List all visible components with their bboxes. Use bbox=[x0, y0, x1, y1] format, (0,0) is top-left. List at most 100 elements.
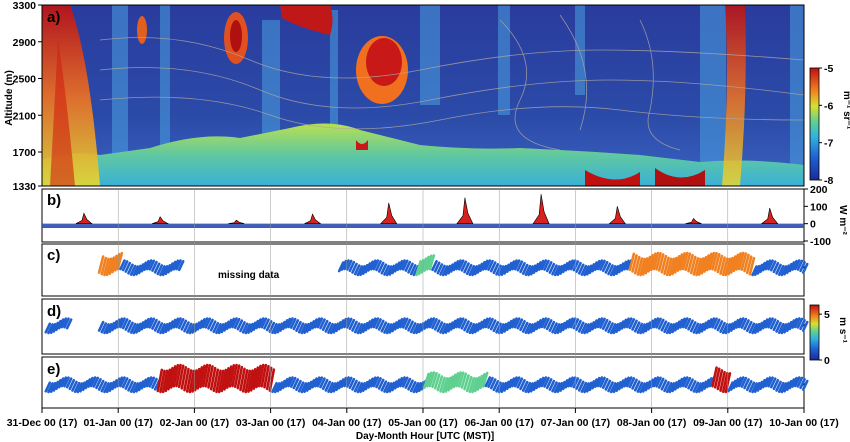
wind-barb bbox=[721, 322, 729, 335]
wind-barb bbox=[79, 381, 86, 393]
wind-barb bbox=[689, 255, 697, 275]
wind-barb bbox=[623, 259, 630, 271]
wind-barb bbox=[188, 323, 196, 335]
wind-barb bbox=[412, 382, 420, 394]
wind-barb bbox=[444, 322, 452, 334]
wind-barb bbox=[668, 382, 676, 394]
day-gridlines bbox=[117, 189, 729, 408]
wind-barb bbox=[655, 376, 662, 388]
wind-barb bbox=[111, 320, 118, 332]
wind-barb bbox=[97, 320, 105, 332]
wind-barb bbox=[105, 257, 113, 277]
wind-barb bbox=[233, 317, 241, 329]
wind-barb bbox=[660, 379, 668, 391]
colorbar-a-ticks: -5 -6 -7 -8 bbox=[819, 63, 833, 187]
wind-barb bbox=[580, 381, 588, 393]
wind-barb bbox=[463, 374, 470, 391]
wind-barb bbox=[756, 321, 764, 333]
wind-barb bbox=[788, 378, 796, 390]
wind-barb bbox=[617, 379, 625, 391]
wind-barb bbox=[679, 252, 686, 271]
wind-barb bbox=[279, 320, 286, 332]
wind-barb bbox=[679, 317, 686, 329]
wind-barb bbox=[372, 317, 380, 329]
y-tick-label: -100 bbox=[810, 236, 831, 248]
panel-a-yticks: 3300 2900 2500 2100 1700 1330 bbox=[13, 0, 42, 193]
wind-barb bbox=[236, 319, 244, 331]
wind-barb bbox=[732, 253, 740, 273]
wind-barb bbox=[49, 381, 57, 393]
wind-barb bbox=[148, 376, 156, 388]
wind-barb bbox=[673, 379, 681, 391]
wind-barb bbox=[175, 259, 182, 271]
wind-barb bbox=[705, 377, 713, 389]
wind-barb bbox=[684, 317, 692, 330]
wind-barb bbox=[607, 322, 614, 334]
wind-barb bbox=[129, 381, 137, 393]
wind-barb bbox=[201, 363, 209, 388]
wind-barb bbox=[687, 319, 694, 331]
wind-barb bbox=[439, 264, 446, 276]
wind-barb bbox=[713, 253, 721, 272]
wind-barb bbox=[129, 322, 137, 334]
wind-barb bbox=[276, 381, 284, 393]
wind-barb bbox=[172, 363, 180, 388]
wind-barb bbox=[471, 265, 478, 277]
panel-e: e) bbox=[41, 356, 809, 409]
wind-barb bbox=[196, 319, 204, 331]
wind-barb bbox=[287, 376, 294, 388]
wind-barb bbox=[617, 262, 625, 274]
wind-barb bbox=[369, 317, 377, 329]
wind-barb bbox=[591, 378, 598, 390]
wind-barb bbox=[740, 252, 748, 271]
wind-barb bbox=[508, 260, 516, 272]
wind-barb bbox=[159, 369, 166, 394]
x-tick-label: 07-Jan 00 (17) bbox=[541, 417, 610, 429]
wind-barb bbox=[585, 381, 593, 393]
wind-barb bbox=[103, 257, 110, 277]
wind-barb bbox=[345, 376, 353, 388]
wind-barb bbox=[764, 376, 772, 388]
wind-barb bbox=[671, 322, 678, 334]
wind-barb bbox=[660, 320, 668, 332]
x-tick-label: 10-Jan 00 (17) bbox=[769, 417, 838, 429]
wind-barb bbox=[479, 260, 486, 273]
wind-barb bbox=[180, 319, 188, 331]
wind-barb bbox=[735, 376, 742, 388]
wind-barb bbox=[377, 261, 385, 273]
wind-barb bbox=[348, 260, 356, 273]
wind-barb bbox=[716, 254, 724, 274]
wind-barb bbox=[452, 318, 460, 330]
panel-c-barbs bbox=[97, 251, 809, 277]
panel-e-barbs bbox=[44, 363, 809, 394]
wind-barb bbox=[228, 364, 236, 388]
wind-barb bbox=[596, 376, 604, 388]
wind-barb bbox=[225, 365, 233, 389]
wind-barb bbox=[535, 261, 542, 273]
colorbar-tick-label: 0 bbox=[824, 355, 830, 367]
wind-barb bbox=[775, 321, 782, 333]
wind-barb bbox=[788, 319, 796, 331]
wind-barb bbox=[140, 378, 148, 390]
wind-barb bbox=[271, 381, 278, 394]
wind-barb bbox=[716, 369, 724, 391]
wind-barb bbox=[292, 378, 300, 390]
wind-barb bbox=[796, 376, 804, 388]
wind-barb bbox=[84, 378, 92, 390]
wind-barb bbox=[97, 379, 105, 391]
wind-barb bbox=[708, 251, 716, 271]
wind-barb bbox=[743, 319, 750, 331]
wind-barb bbox=[431, 259, 438, 272]
wind-barb bbox=[655, 317, 662, 329]
wind-barb bbox=[780, 323, 788, 335]
wind-barb bbox=[343, 259, 350, 271]
wind-barb bbox=[308, 379, 316, 391]
wind-barb bbox=[484, 317, 492, 329]
wind-barb bbox=[743, 378, 750, 390]
wind-barb bbox=[497, 323, 505, 335]
wind-barb bbox=[684, 376, 692, 389]
wind-barb bbox=[353, 322, 361, 334]
wind-barb bbox=[764, 317, 772, 329]
wind-barb bbox=[449, 261, 457, 273]
